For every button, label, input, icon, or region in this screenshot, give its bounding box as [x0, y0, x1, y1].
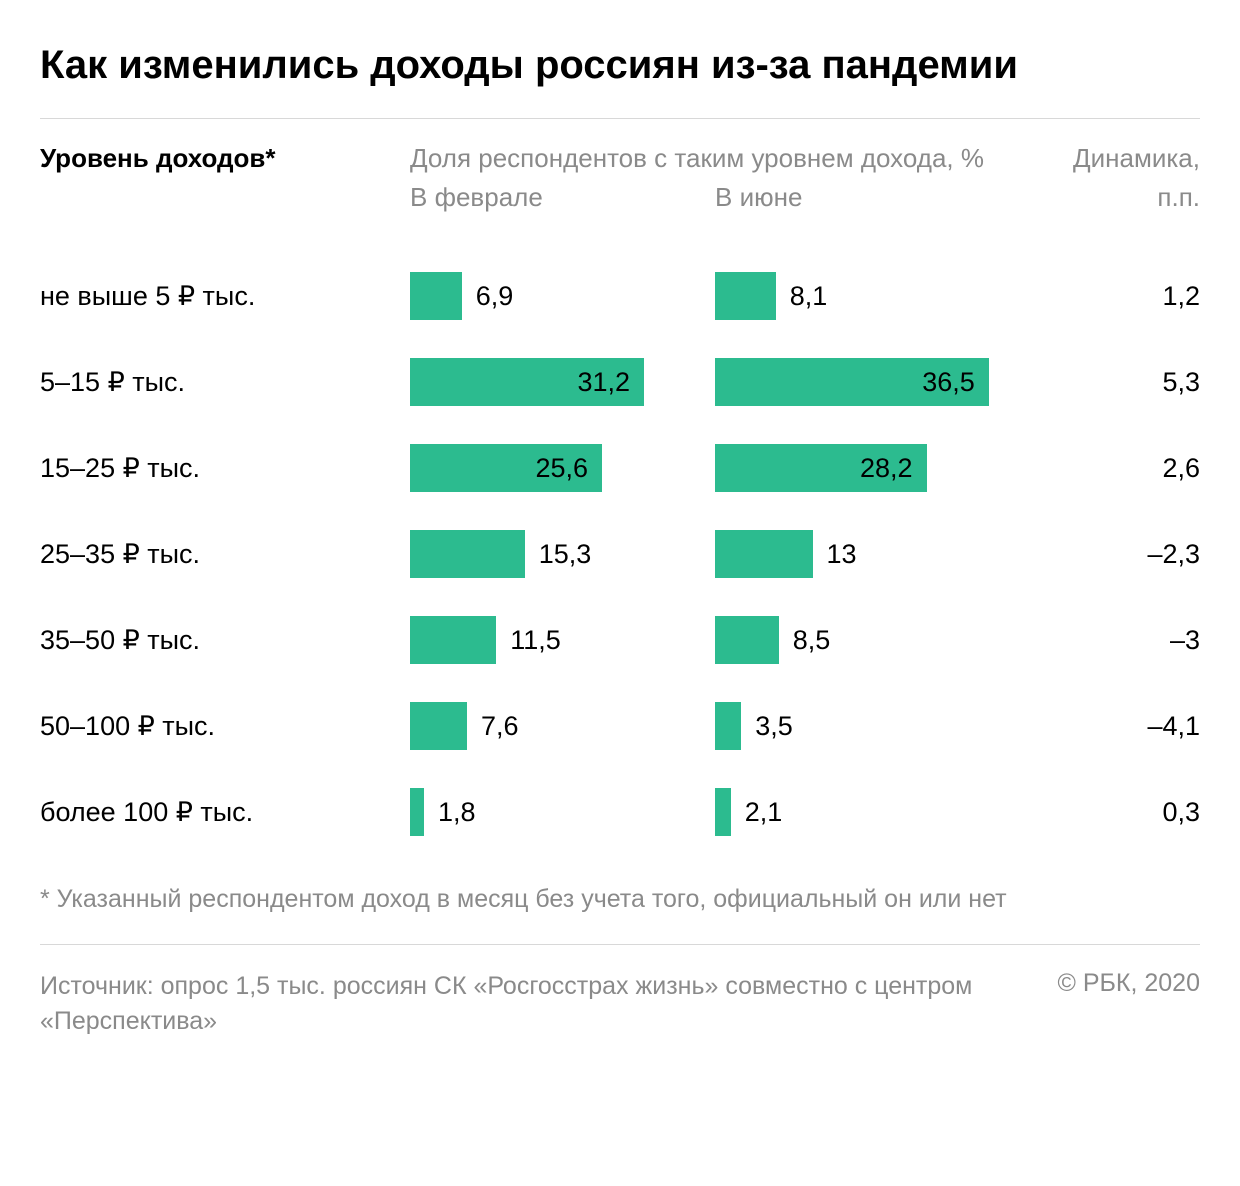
copyright: © РБК, 2020 [1057, 969, 1200, 998]
data-row: 25–35 ₽ тыс. 15,3 13 –2,3 [40, 511, 1200, 597]
bar-value-feb: 7,6 [481, 711, 519, 742]
row-bars: 15,3 13 [410, 530, 1020, 578]
header-share-label: Доля респондентов с таким уровнем дохода… [410, 143, 1020, 174]
bar-jun [715, 530, 813, 578]
data-row: не выше 5 ₽ тыс. 6,9 8,1 1,2 [40, 253, 1200, 339]
row-label: не выше 5 ₽ тыс. [40, 281, 410, 312]
bar-jun [715, 788, 731, 836]
bar-value-jun: 36,5 [922, 367, 975, 398]
row-label: 5–15 ₽ тыс. [40, 367, 410, 398]
bar-jun: 28,2 [715, 444, 927, 492]
bar-cell-feb: 6,9 [410, 272, 715, 320]
bar-value-feb: 11,5 [510, 625, 561, 656]
row-label: 25–35 ₽ тыс. [40, 539, 410, 570]
row-label: 50–100 ₽ тыс. [40, 711, 410, 742]
row-bars: 6,9 8,1 [410, 272, 1020, 320]
bar-jun [715, 272, 776, 320]
bar-cell-jun: 3,5 [715, 702, 1020, 750]
row-label: более 100 ₽ тыс. [40, 797, 410, 828]
subheader-dynamic-unit: п.п. [1020, 182, 1200, 213]
bar-value-jun: 8,5 [793, 625, 831, 656]
divider-top [40, 118, 1200, 119]
row-dynamic: 0,3 [1020, 797, 1200, 828]
bar-cell-jun: 8,1 [715, 272, 1020, 320]
row-dynamic: –2,3 [1020, 539, 1200, 570]
data-row: более 100 ₽ тыс. 1,8 2,1 0,3 [40, 769, 1200, 855]
bar-value-feb: 6,9 [476, 281, 514, 312]
source-text: Источник: опрос 1,5 тыс. россиян СК «Рос… [40, 969, 1057, 1039]
bar-value-jun: 2,1 [745, 797, 783, 828]
bar-feb [410, 788, 424, 836]
bar-cell-jun: 2,1 [715, 788, 1020, 836]
bar-feb [410, 530, 525, 578]
bar-cell-jun: 13 [715, 530, 1020, 578]
bar-feb [410, 702, 467, 750]
data-row: 35–50 ₽ тыс. 11,5 8,5 –3 [40, 597, 1200, 683]
row-bars: 1,8 2,1 [410, 788, 1020, 836]
bar-feb [410, 272, 462, 320]
chart-rows: не выше 5 ₽ тыс.6,98,11,25–15 ₽ тыс.31,2… [40, 253, 1200, 855]
bar-cell-jun: 36,5 [715, 358, 1020, 406]
bar-value-jun: 28,2 [860, 453, 913, 484]
row-dynamic: –4,1 [1020, 711, 1200, 742]
header-income-level: Уровень доходов* [40, 143, 410, 174]
bar-value-jun: 8,1 [790, 281, 828, 312]
header-dynamic-label: Динамика, [1020, 143, 1200, 174]
source-row: Источник: опрос 1,5 тыс. россиян СК «Рос… [40, 969, 1200, 1039]
bar-value-feb: 15,3 [539, 539, 592, 570]
data-row: 50–100 ₽ тыс. 7,6 3,5 –4,1 [40, 683, 1200, 769]
bar-cell-jun: 28,2 [715, 444, 1020, 492]
bar-value-feb: 1,8 [438, 797, 476, 828]
row-dynamic: 1,2 [1020, 281, 1200, 312]
bar-value-jun: 3,5 [755, 711, 793, 742]
subheader-feb: В феврале [410, 182, 715, 213]
bar-feb [410, 616, 496, 664]
bar-cell-feb: 7,6 [410, 702, 715, 750]
chart-title: Как изменились доходы россиян из-за панд… [40, 40, 1200, 90]
row-bars: 25,6 28,2 [410, 444, 1020, 492]
bar-value-feb: 25,6 [535, 453, 588, 484]
footnote: * Указанный респондентом доход в месяц б… [40, 885, 1200, 914]
bar-cell-feb: 25,6 [410, 444, 715, 492]
bar-cell-feb: 11,5 [410, 616, 715, 664]
data-row: 15–25 ₽ тыс. 25,6 28,2 2,6 [40, 425, 1200, 511]
subheader-jun: В июне [715, 182, 1020, 213]
subheader-row: В феврале В июне п.п. [40, 182, 1200, 213]
row-dynamic: 5,3 [1020, 367, 1200, 398]
row-dynamic: –3 [1020, 625, 1200, 656]
row-label: 15–25 ₽ тыс. [40, 453, 410, 484]
bar-feb: 25,6 [410, 444, 602, 492]
bar-value-feb: 31,2 [577, 367, 630, 398]
bar-cell-feb: 15,3 [410, 530, 715, 578]
header-row: Уровень доходов* Доля респондентов с так… [40, 143, 1200, 174]
divider-bottom [40, 944, 1200, 945]
bar-jun [715, 702, 741, 750]
row-dynamic: 2,6 [1020, 453, 1200, 484]
row-bars: 31,2 36,5 [410, 358, 1020, 406]
bar-value-jun: 13 [827, 539, 857, 570]
row-bars: 7,6 3,5 [410, 702, 1020, 750]
row-bars: 11,5 8,5 [410, 616, 1020, 664]
bar-cell-feb: 31,2 [410, 358, 715, 406]
bar-feb: 31,2 [410, 358, 644, 406]
bar-cell-feb: 1,8 [410, 788, 715, 836]
bar-jun [715, 616, 779, 664]
row-label: 35–50 ₽ тыс. [40, 625, 410, 656]
bar-cell-jun: 8,5 [715, 616, 1020, 664]
data-row: 5–15 ₽ тыс. 31,2 36,5 5,3 [40, 339, 1200, 425]
bar-jun: 36,5 [715, 358, 989, 406]
